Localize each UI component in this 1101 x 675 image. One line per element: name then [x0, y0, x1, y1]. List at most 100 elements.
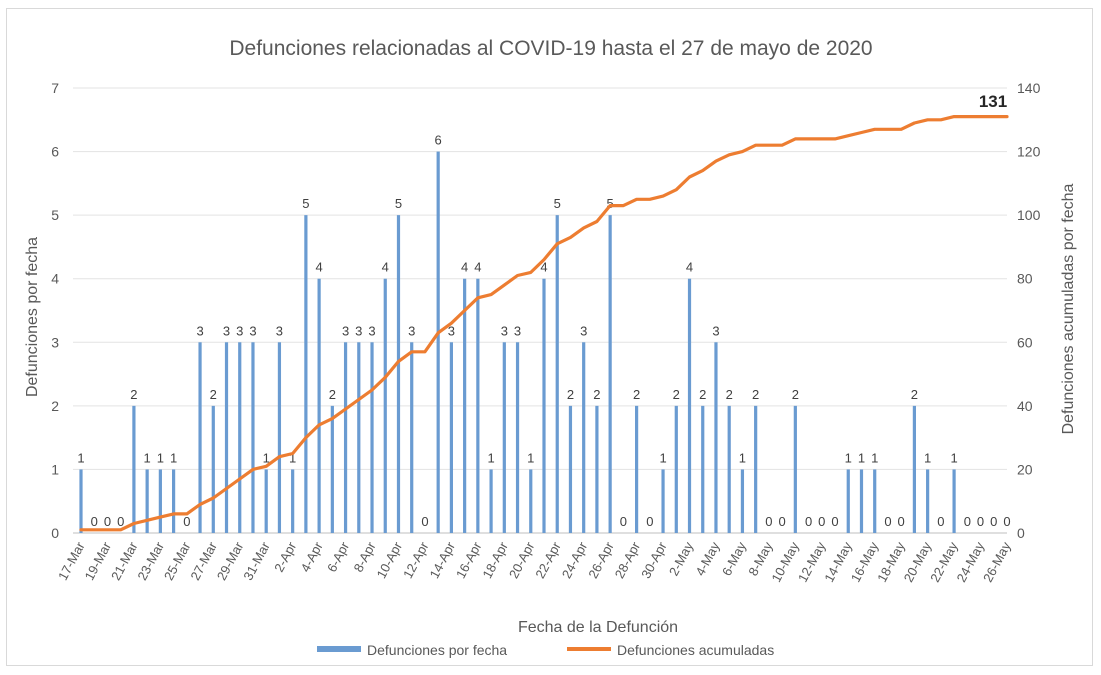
bar-data-label: 0 — [765, 514, 772, 529]
y-tick-labels: 0 1 2 3 4 5 6 7 — [51, 80, 59, 541]
bar-data-label: 5 — [607, 196, 614, 211]
bar-data-label: 2 — [210, 387, 217, 402]
bar-data-label: 0 — [183, 514, 190, 529]
x-tick-label: 2-May — [666, 539, 696, 578]
bar-data-label: 0 — [104, 514, 111, 529]
grid-lines — [73, 87, 1007, 534]
bar-data-label: 2 — [130, 387, 137, 402]
bar — [449, 342, 453, 533]
y-tick-label: 2 — [51, 398, 59, 414]
bar — [330, 405, 334, 533]
x-tick-label: 31-Mar — [240, 539, 273, 583]
bar — [489, 469, 493, 533]
x-tick-labels: 17-Mar19-Mar21-Mar23-Mar25-Mar27-Mar29-M… — [55, 539, 1014, 585]
bar-data-label: 0 — [977, 514, 984, 529]
bar — [132, 405, 136, 533]
bar-data-label: 4 — [540, 260, 547, 275]
y2-tick-labels: 0 20 40 60 80 100 120 140 — [1017, 80, 1041, 541]
bar — [661, 469, 665, 533]
y2-tick-label: 100 — [1017, 207, 1041, 223]
bar — [582, 342, 586, 533]
y-tick-label: 3 — [51, 334, 59, 350]
bar — [635, 405, 639, 533]
bar-data-label: 2 — [699, 387, 706, 402]
bar-data-label: 3 — [514, 323, 521, 338]
bar — [926, 469, 930, 533]
bar — [158, 469, 162, 533]
y2-tick-label: 80 — [1017, 271, 1033, 287]
bar — [714, 342, 718, 533]
bar-data-label: 1 — [858, 450, 865, 465]
bar-data-label: 0 — [831, 514, 838, 529]
bar-data-label: 4 — [461, 260, 468, 275]
bar-data-label: 1 — [845, 450, 852, 465]
bar — [859, 469, 864, 533]
chart: Defunciones relacionadas al COVID-19 has… — [24, 37, 1077, 658]
bar-data-label: 0 — [117, 514, 124, 529]
bar-data-label: 4 — [686, 260, 693, 275]
y-tick-label: 4 — [51, 271, 59, 287]
y2-axis-label: Defunciones acumuladas por fecha — [1060, 183, 1077, 434]
bar-data-label: 2 — [911, 387, 918, 402]
bar-data-label: 0 — [778, 514, 785, 529]
bar — [754, 405, 758, 533]
x-tick-label: 30-Apr — [638, 539, 670, 581]
y2-tick-label: 20 — [1017, 461, 1033, 477]
bar-data-label: 2 — [752, 387, 759, 402]
bar — [436, 151, 440, 534]
bar-data-label: 0 — [937, 514, 944, 529]
x-tick-label: 6-Apr — [324, 539, 352, 575]
y2-tick-label: 0 — [1017, 525, 1025, 541]
bar-data-label: 3 — [249, 323, 256, 338]
bar — [529, 469, 533, 533]
bar — [370, 342, 374, 533]
bar-data-label: 0 — [898, 514, 905, 529]
bar-data-label: 1 — [739, 450, 746, 465]
y-tick-label: 5 — [51, 207, 59, 223]
y2-tick-label: 40 — [1017, 398, 1033, 414]
bar — [224, 342, 229, 533]
bar-data-label: 1 — [659, 450, 666, 465]
bar-data-label: 3 — [712, 323, 719, 338]
bar-data-label: 2 — [792, 387, 799, 402]
bar — [198, 342, 202, 533]
bar-data-label: 6 — [435, 133, 442, 148]
bar-data-label: 2 — [567, 387, 574, 402]
x-tick-label: 6-May — [719, 539, 749, 578]
bar — [343, 342, 348, 533]
bar-data-label: 1 — [950, 450, 957, 465]
bar — [873, 469, 877, 533]
bar-data-label: 4 — [382, 260, 389, 275]
bar-data-label: 0 — [964, 514, 971, 529]
bar — [396, 215, 401, 533]
bar — [568, 405, 573, 533]
bar — [793, 405, 797, 533]
bar — [264, 469, 268, 533]
bar — [463, 278, 467, 533]
bar — [502, 342, 506, 533]
bar-data-label: 0 — [91, 514, 98, 529]
bar-data-label: 1 — [871, 450, 878, 465]
bar — [251, 342, 255, 533]
bar — [291, 469, 295, 533]
x-tick-label: 2-Apr — [271, 539, 299, 575]
bar — [542, 278, 546, 533]
bar — [145, 469, 149, 533]
bar-data-label: 0 — [805, 514, 812, 529]
y2-tick-label: 120 — [1017, 144, 1041, 160]
bar — [701, 405, 705, 533]
bar-data-label: 5 — [554, 196, 561, 211]
bar-data-label: 1 — [924, 450, 931, 465]
legend-label-bars: Defunciones por fecha — [367, 642, 507, 658]
bar-data-label: 0 — [421, 514, 428, 529]
bar — [476, 278, 480, 533]
bar-data-label: 0 — [1003, 514, 1010, 529]
legend-label-line: Defunciones acumuladas — [617, 642, 774, 658]
line-series — [79, 114, 1009, 532]
x-axis-label: Fecha de la Defunción — [518, 619, 678, 636]
bar-data-label: 3 — [276, 323, 283, 338]
bar — [383, 278, 387, 533]
chart-frame: Defunciones relacionadas al COVID-19 has… — [6, 8, 1093, 666]
bar — [846, 469, 850, 533]
